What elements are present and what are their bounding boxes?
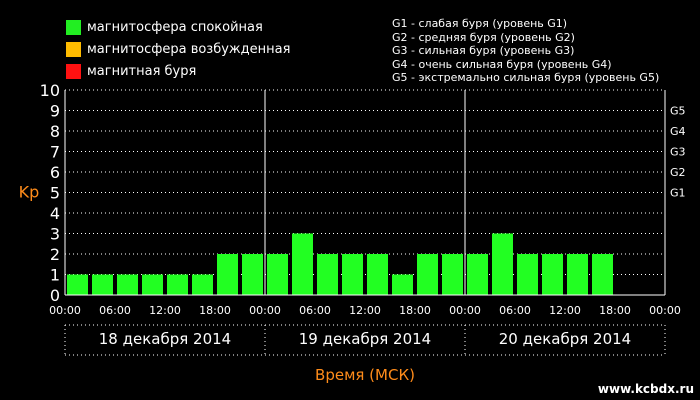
- y-tick-label: 10: [40, 81, 60, 100]
- y-tick-label: 2: [50, 245, 60, 264]
- x-tick-label: 18:00: [199, 304, 231, 317]
- kp-bar: [117, 274, 138, 295]
- legend-swatch-red: [66, 63, 81, 79]
- kp-bar: [292, 233, 313, 295]
- x-tick-label: 12:00: [349, 304, 381, 317]
- y-axis-label: Kp: [19, 183, 40, 202]
- kp-bar: [192, 274, 213, 295]
- y-tick-label: 6: [50, 163, 60, 182]
- x-tick-label: 00:00: [49, 304, 81, 317]
- y-tick-label: 9: [50, 102, 60, 121]
- y-tick-label: 7: [50, 143, 60, 162]
- g-level-label: G2: [670, 166, 686, 179]
- x-tick-label: 00:00: [649, 304, 681, 317]
- day-label: 20 декабря 2014: [499, 330, 631, 348]
- kp-bar: [592, 254, 613, 295]
- g-level-label: G1: [670, 187, 686, 200]
- x-tick-label: 12:00: [549, 304, 581, 317]
- day-label: 19 декабря 2014: [299, 330, 431, 348]
- kp-bar: [467, 254, 488, 295]
- g-level-label: G4: [670, 125, 686, 138]
- legend-swatch-green: [66, 19, 81, 35]
- y-tick-label: 4: [50, 204, 60, 223]
- g-legend-item: G5 - экстремально сильная буря (уровень …: [392, 71, 660, 85]
- legend-label: магнитосфера возбужденная: [87, 41, 291, 57]
- day-label: 18 декабря 2014: [99, 330, 231, 348]
- y-tick-label: 1: [50, 266, 60, 285]
- kp-bar: [142, 274, 163, 295]
- kp-bar: [342, 254, 363, 295]
- legend: магнитосфера спокойная магнитосфера возб…: [66, 16, 290, 82]
- kp-bar: [517, 254, 538, 295]
- y-tick-label: 0: [50, 286, 60, 305]
- kp-bar: [267, 254, 288, 295]
- x-tick-label: 06:00: [299, 304, 331, 317]
- kp-bar: [367, 254, 388, 295]
- x-tick-label: 12:00: [149, 304, 181, 317]
- x-tick-label: 06:00: [99, 304, 131, 317]
- legend-swatch-orange: [66, 41, 81, 57]
- x-tick-label: 00:00: [449, 304, 481, 317]
- y-tick-label: 5: [50, 184, 60, 203]
- kp-bar: [242, 254, 263, 295]
- kp-bar: [67, 274, 88, 295]
- kp-bar: [492, 233, 513, 295]
- g-legend-item: G4 - очень сильная буря (уровень G4): [392, 57, 612, 71]
- x-axis-label: Время (МСК): [315, 366, 415, 384]
- x-tick-label: 00:00: [249, 304, 281, 317]
- g-level-label: G5: [670, 105, 686, 118]
- kp-bar: [392, 274, 413, 295]
- g-level-label: G3: [670, 146, 686, 159]
- y-tick-label: 3: [50, 225, 60, 244]
- legend-item-calm: магнитосфера спокойная: [66, 16, 290, 38]
- g-legend-item: G1 - слабая буря (уровень G1): [392, 17, 568, 30]
- legend-label: магнитосфера спокойная: [87, 19, 263, 35]
- g-level-legend: G1 - слабая буря (уровень G1) G2 - средн…: [392, 17, 659, 85]
- kp-bar: [92, 274, 113, 295]
- legend-label: магнитная буря: [87, 63, 197, 79]
- g-legend-item: G3 - сильная буря (уровень G3): [392, 44, 575, 58]
- x-tick-label: 06:00: [499, 304, 531, 317]
- x-tick-label: 18:00: [599, 304, 631, 317]
- g-legend-item: G2 - средняя буря (уровень G2): [392, 30, 575, 44]
- kp-bar: [442, 254, 463, 295]
- kp-bar: [317, 254, 338, 295]
- kp-bar: [567, 254, 588, 295]
- kp-bar: [417, 254, 438, 295]
- y-tick-label: 8: [50, 122, 60, 141]
- legend-item-excited: магнитосфера возбужденная: [66, 38, 290, 60]
- kp-bar: [542, 254, 563, 295]
- legend-item-storm: магнитная буря: [66, 60, 290, 82]
- x-tick-label: 18:00: [399, 304, 431, 317]
- watermark: www.kcbdx.ru: [597, 382, 694, 396]
- kp-bar: [167, 274, 188, 295]
- kp-bar: [217, 254, 238, 295]
